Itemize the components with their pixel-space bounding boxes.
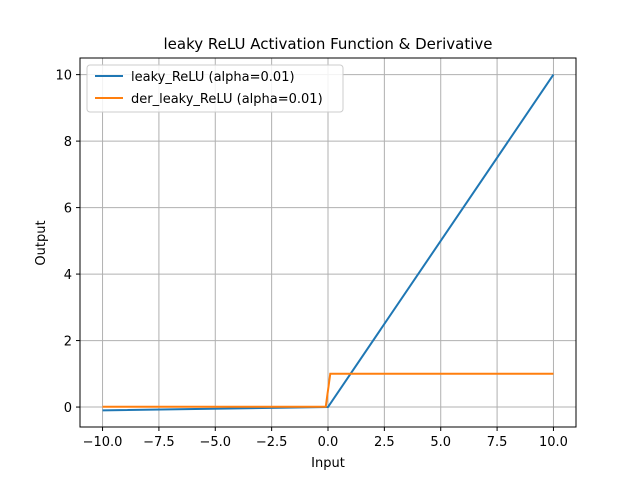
x-tick-label: −10.0 [83,435,123,450]
x-tick-label: −7.5 [143,435,175,450]
series-layer [102,74,555,412]
x-tick-label: 0.0 [318,435,339,450]
y-tick-label: 4 [64,268,72,283]
x-axis-label: Input [311,456,345,471]
y-tick-label: 10 [55,69,72,84]
x-tick-label: 7.5 [487,435,508,450]
der-leaky-relu-line [102,372,554,408]
y-axis-label: Output [34,220,49,265]
y-tick-label: 8 [64,135,72,150]
y-axis-ticks: 0 2 4 6 8 10 [55,69,80,416]
legend-box [86,64,344,113]
y-tick-label: 0 [64,401,72,416]
legend-label-leaky-relu: leaky_ReLU (alpha=0.01) [131,70,295,85]
x-tick-label: 2.5 [374,435,395,450]
legend: leaky_ReLU (alpha=0.01) der_leaky_ReLU (… [86,64,344,113]
x-tick-label: −5.0 [199,435,231,450]
chart-title: leaky ReLU Activation Function & Derivat… [164,35,493,53]
x-axis-ticks: −10.0 −7.5 −5.0 −2.5 0.0 2.5 5.0 7.5 10.0 [83,427,568,450]
x-tick-label: 10.0 [539,435,568,450]
leaky-relu-line [102,74,555,412]
legend-label-der-leaky-relu: der_leaky_ReLU (alpha=0.01) [131,92,323,107]
x-tick-label: −2.5 [256,435,288,450]
y-tick-label: 2 [64,335,72,350]
x-tick-label: 5.0 [430,435,451,450]
y-tick-label: 6 [64,202,72,217]
